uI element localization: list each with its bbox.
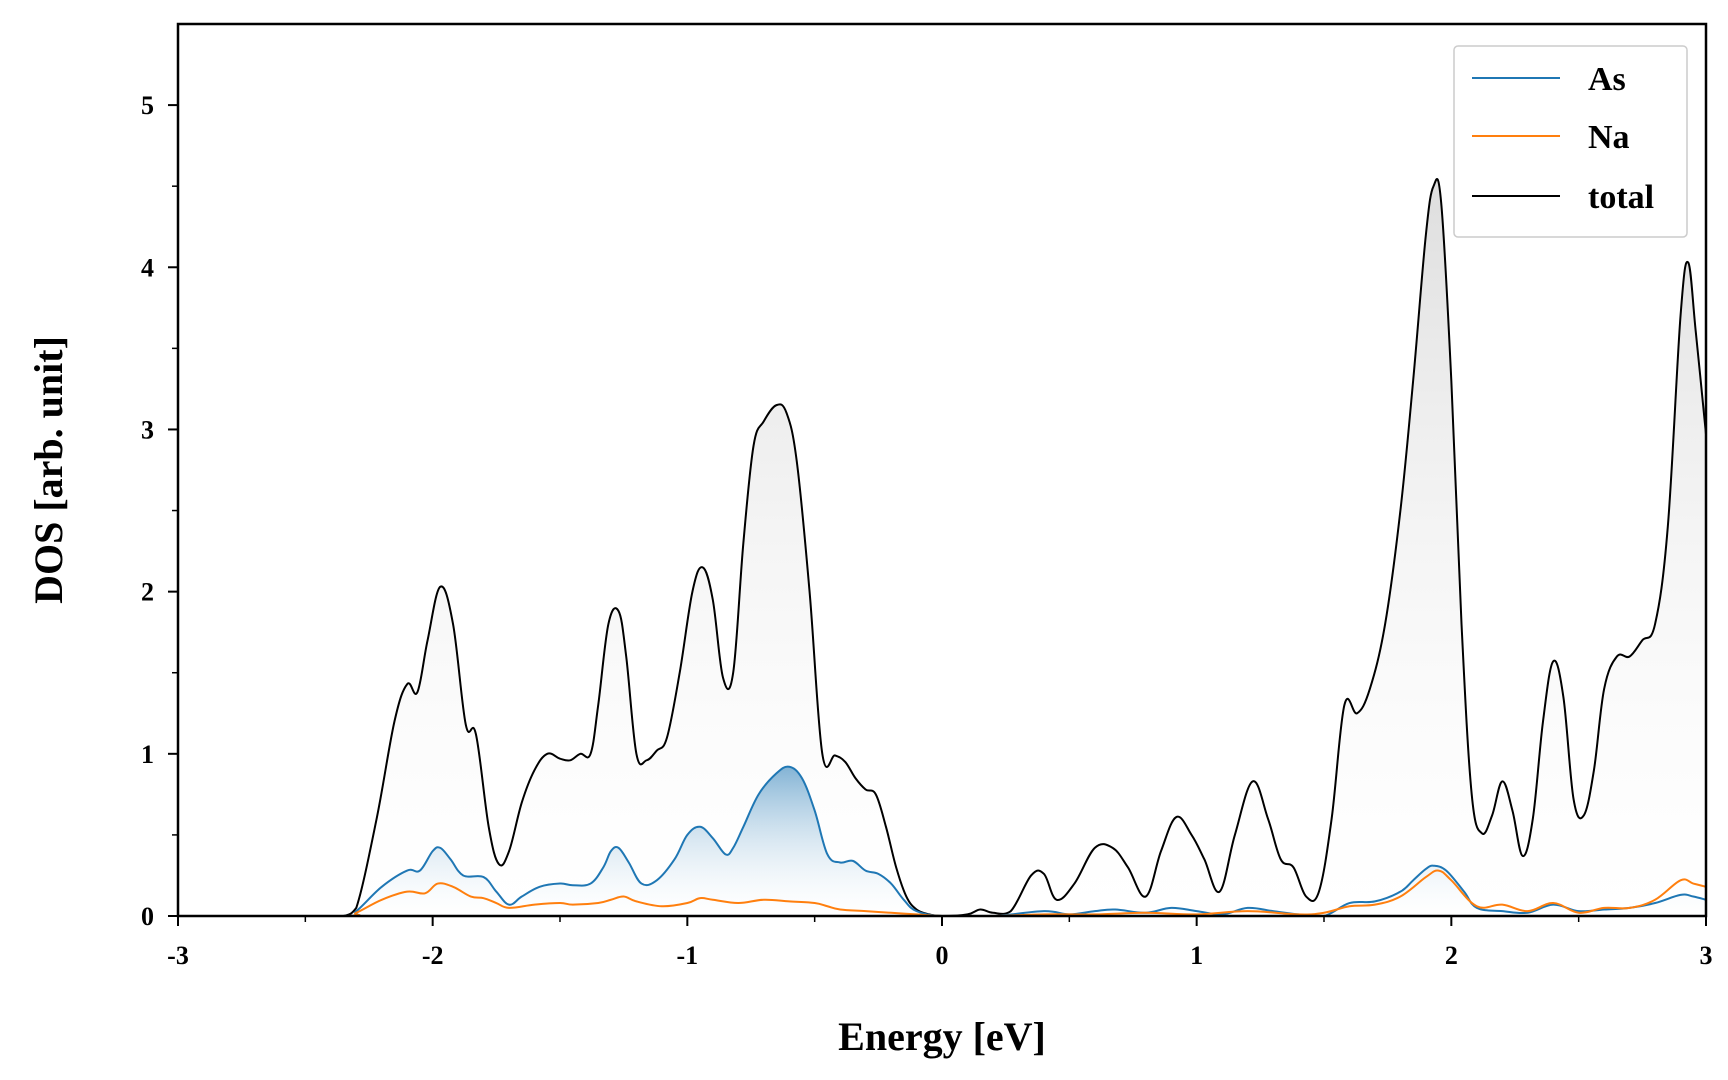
legend: As Na total <box>1453 45 1688 238</box>
y-tick-label-5: 5 <box>141 91 154 120</box>
y-tick-label-3: 3 <box>141 415 154 444</box>
series-line-na <box>178 869 1706 916</box>
y-tick-label-4: 4 <box>141 253 154 282</box>
x-tick-label-3: 0 <box>936 941 949 970</box>
x-tick-label-5: 2 <box>1445 941 1458 970</box>
y-tick-label-2: 2 <box>141 578 154 607</box>
x-tick-label-1: -2 <box>422 941 444 970</box>
legend-label-as: As <box>1588 61 1626 98</box>
area-fill-total <box>178 178 1706 916</box>
x-tick-label-2: -1 <box>676 941 698 970</box>
legend-label-total: total <box>1588 179 1654 216</box>
y-axis-ticks: 0 1 2 3 4 5 <box>141 91 178 931</box>
x-tick-label-6: 3 <box>1700 941 1713 970</box>
x-axis-label: Energy [eV] <box>838 1014 1046 1059</box>
x-axis-ticks: -3 -2 -1 0 1 2 3 <box>167 916 1713 970</box>
y-tick-label-0: 0 <box>141 902 154 931</box>
legend-frame <box>1453 45 1688 238</box>
y-axis-label: DOS [arb. unit] <box>26 336 71 604</box>
y-tick-label-1: 1 <box>141 740 154 769</box>
x-tick-label-4: 1 <box>1190 941 1203 970</box>
series-line-total <box>178 177 1706 916</box>
legend-label-na: Na <box>1588 119 1630 156</box>
series-lines <box>178 177 1706 916</box>
series-line-as <box>178 765 1706 916</box>
area-fills <box>178 178 1706 916</box>
x-tick-label-0: -3 <box>167 941 189 970</box>
